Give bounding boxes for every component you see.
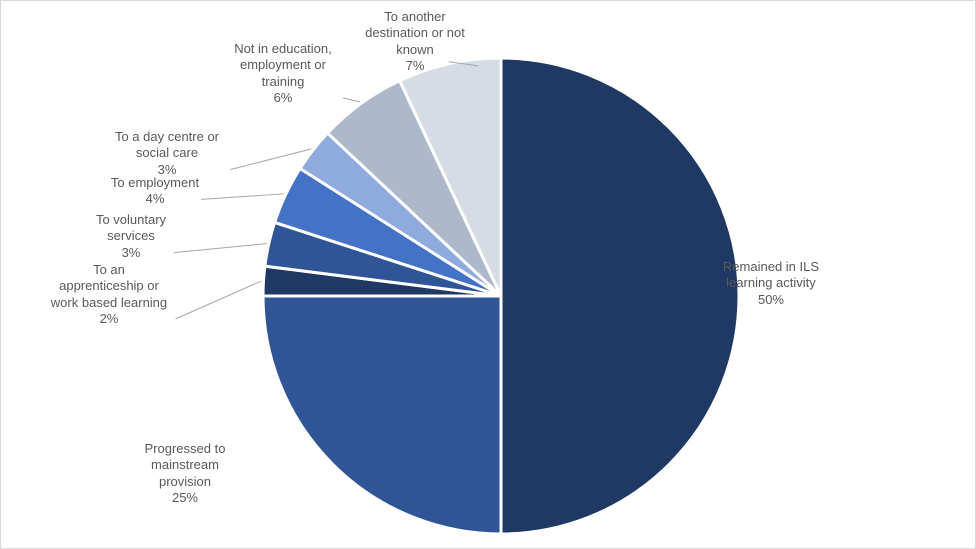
leader-line <box>230 149 311 170</box>
pie-slice <box>501 58 739 534</box>
leader-line <box>343 98 360 102</box>
leader-line <box>176 281 262 319</box>
pie-slice <box>263 296 501 534</box>
leader-line <box>174 244 267 253</box>
leader-line <box>201 194 284 200</box>
chart-frame: Remained in ILS learning activity 50%Pro… <box>0 0 976 549</box>
pie-chart-svg <box>1 1 976 549</box>
